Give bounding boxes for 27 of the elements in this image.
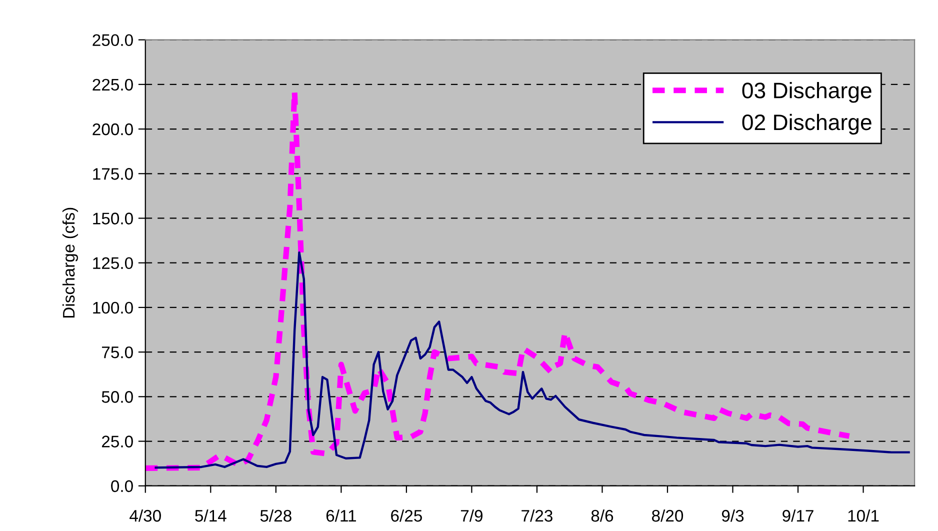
x-tick-label: 8/20 [652,509,684,522]
y-tick-label: 125.0 [93,257,133,270]
y-tick-label: 250.0 [92,34,133,46]
x-tick-label: 9/17 [782,509,814,522]
y-tick-label: 25.0 [102,436,133,448]
y-tick-label: 225.0 [92,78,133,91]
y-tick-label: 100.0 [93,302,133,314]
x-tick-label: 7/9 [460,509,482,522]
y-tick-label: 50.0 [102,391,133,403]
y-tick-label: 175.0 [93,168,133,180]
y-axis-title: Discharge (cfs) [62,208,78,318]
x-tick-label: 8/6 [591,509,614,522]
x-tick-label: 5/14 [195,509,226,522]
x-tick-label: 6/11 [326,509,356,522]
x-tick-label: 9/3 [722,509,744,522]
y-tick-label: 0.0 [111,480,133,492]
line-series [154,251,911,469]
y-tick-label: 75.0 [102,346,133,358]
x-tick-label: 7/23 [522,509,552,522]
y-tick-label: 150.0 [93,212,133,224]
x-tick-label: 4/30 [130,509,161,522]
x-tick-label: 10/1 [848,509,879,522]
legend-label: 02 Discharge [742,114,872,135]
x-tick-label: 6/25 [391,509,422,522]
y-tick-label: 200.0 [92,123,133,136]
x-tick-label: 5/28 [260,509,292,522]
legend-label: 03 Discharge [742,82,872,103]
